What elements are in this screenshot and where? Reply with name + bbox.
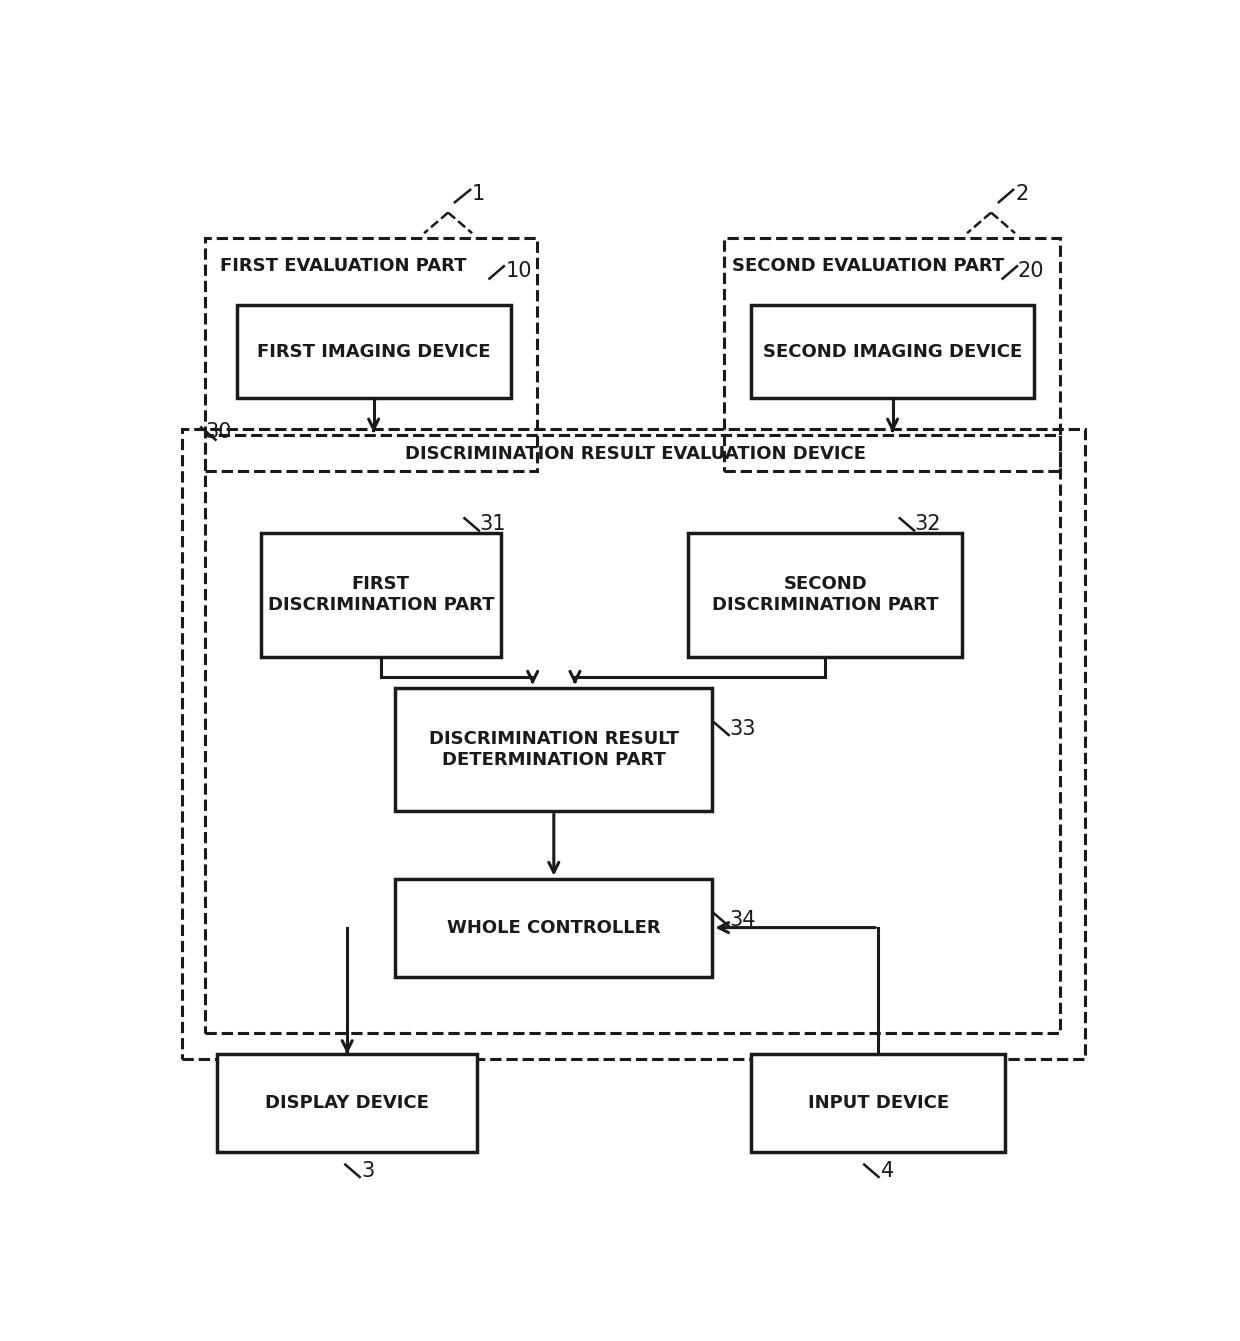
Text: 4: 4 [880, 1161, 894, 1181]
Text: 31: 31 [480, 515, 506, 534]
Bar [260, 532, 501, 657]
Text: 2: 2 [1016, 184, 1028, 204]
Text: 1: 1 [472, 184, 485, 204]
Bar [217, 1054, 477, 1152]
Bar [205, 434, 1060, 1034]
Bar [396, 688, 713, 811]
Text: INPUT DEVICE: INPUT DEVICE [807, 1094, 949, 1112]
Text: SECOND EVALUATION PART: SECOND EVALUATION PART [732, 257, 1004, 275]
Text: SECOND
DISCRIMINATION PART: SECOND DISCRIMINATION PART [712, 575, 939, 614]
Bar [751, 306, 1034, 398]
Text: DISCRIMINATION RESULT
DETERMINATION PART: DISCRIMINATION RESULT DETERMINATION PART [429, 730, 678, 768]
Bar [205, 239, 537, 471]
Text: 3: 3 [362, 1161, 374, 1181]
Bar [688, 532, 962, 657]
Bar [396, 878, 713, 976]
Text: FIRST EVALUATION PART: FIRST EVALUATION PART [221, 257, 466, 275]
Bar [237, 306, 511, 398]
Bar [724, 239, 1060, 471]
Bar [751, 1054, 1006, 1152]
Text: SECOND IMAGING DEVICE: SECOND IMAGING DEVICE [763, 343, 1022, 361]
Text: DISPLAY DEVICE: DISPLAY DEVICE [265, 1094, 429, 1112]
Text: FIRST
DISCRIMINATION PART: FIRST DISCRIMINATION PART [268, 575, 494, 614]
Text: WHOLE CONTROLLER: WHOLE CONTROLLER [446, 919, 661, 936]
Text: FIRST IMAGING DEVICE: FIRST IMAGING DEVICE [257, 343, 490, 361]
Text: 30: 30 [205, 422, 232, 443]
Bar [182, 429, 1085, 1059]
Text: 34: 34 [729, 909, 756, 929]
Text: 10: 10 [506, 261, 532, 282]
Text: 33: 33 [729, 719, 756, 739]
Text: 20: 20 [1018, 261, 1044, 282]
Text: 32: 32 [914, 515, 941, 534]
Text: DISCRIMINATION RESULT EVALUATION DEVICE: DISCRIMINATION RESULT EVALUATION DEVICE [405, 445, 866, 463]
